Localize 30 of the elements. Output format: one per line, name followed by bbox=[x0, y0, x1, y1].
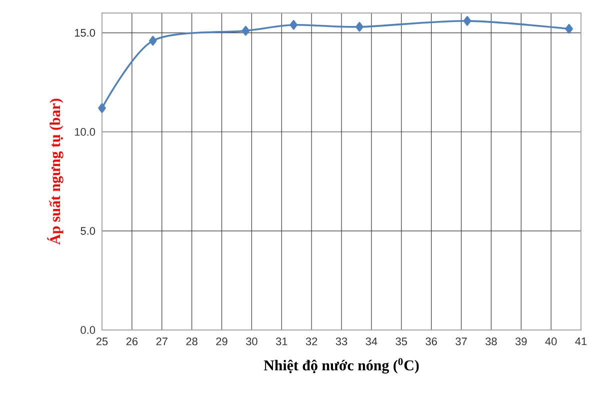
x-tick-label: 29 bbox=[216, 338, 228, 346]
y-tick-label: 5.0 bbox=[80, 227, 96, 235]
x-tick-label: 38 bbox=[486, 338, 497, 346]
x-tick-label: 28 bbox=[186, 338, 198, 346]
point bbox=[98, 103, 106, 113]
y-tick-label: 0.0 bbox=[80, 326, 96, 334]
x-tick-label: 36 bbox=[426, 338, 437, 346]
x-tick-label: 40 bbox=[545, 338, 557, 346]
x-tick-label: 31 bbox=[276, 338, 288, 346]
y-tick-label: 10.0 bbox=[74, 128, 96, 136]
point bbox=[242, 26, 250, 36]
y-axis-title: Áp suất ngưng tụ (bar) bbox=[47, 98, 64, 245]
point bbox=[565, 24, 573, 34]
point bbox=[463, 16, 472, 26]
x-tick-label: 30 bbox=[246, 338, 258, 346]
x-tick-label: 41 bbox=[575, 338, 587, 346]
x-tick-label: 37 bbox=[456, 338, 467, 346]
x-tick-label: 27 bbox=[156, 338, 168, 346]
x-tick-label: 33 bbox=[336, 338, 348, 346]
x-tick-label: 32 bbox=[306, 338, 318, 346]
x-tick-label: 26 bbox=[126, 338, 138, 346]
y-tick-label: 15.0 bbox=[74, 28, 96, 37]
x-tick-label: 39 bbox=[515, 338, 527, 346]
x-tick-label: 34 bbox=[366, 338, 378, 346]
x-tick-label: 25 bbox=[96, 338, 108, 346]
x-tick-label: 35 bbox=[396, 338, 408, 346]
x-axis-title: Nhiệt độ nước nóng ($^{0}$C) bbox=[264, 358, 419, 374]
point bbox=[149, 36, 157, 46]
point bbox=[290, 20, 298, 30]
point bbox=[356, 22, 364, 32]
